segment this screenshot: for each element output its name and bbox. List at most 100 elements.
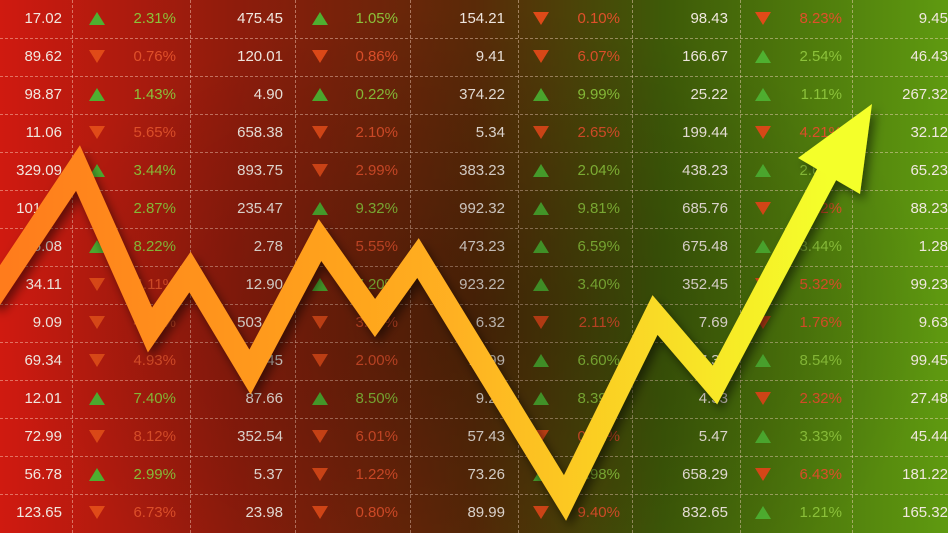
triangle-up-icon xyxy=(533,392,549,405)
grid-row-divider xyxy=(0,266,948,267)
percent-change: 8.50% xyxy=(308,380,398,418)
price-value: 374.22 xyxy=(415,76,505,114)
price-value: 2.78 xyxy=(193,228,283,266)
triangle-up-icon xyxy=(755,88,771,101)
triangle-up-icon xyxy=(312,88,328,101)
price-value: 34.11 xyxy=(0,266,62,304)
triangle-down-icon xyxy=(312,468,328,481)
triangle-up-icon xyxy=(89,164,105,177)
triangle-up-icon xyxy=(312,278,328,291)
price-value: 267.32 xyxy=(858,76,948,114)
percent-change: 6.73% xyxy=(86,494,176,532)
arrow-head-icon xyxy=(798,104,872,194)
price-value: 73.26 xyxy=(415,456,505,494)
grid-column-divider xyxy=(852,0,853,533)
price-value: 9.45 xyxy=(858,0,948,38)
price-value: 923.22 xyxy=(415,266,505,304)
grid-row-divider xyxy=(0,418,948,419)
percent-change: 0.86% xyxy=(308,38,398,76)
price-value: 658.29 xyxy=(638,456,728,494)
triangle-up-icon xyxy=(89,12,105,25)
price-value: 27.48 xyxy=(858,380,948,418)
price-value: 685.76 xyxy=(638,190,728,228)
triangle-down-icon xyxy=(533,126,549,139)
price-value: 154.21 xyxy=(415,0,505,38)
triangle-down-icon xyxy=(312,430,328,443)
triangle-up-icon xyxy=(755,506,771,519)
percent-change: 8.23% xyxy=(752,0,842,38)
percent-change: 1.11% xyxy=(752,76,842,114)
percent-change: 6.43% xyxy=(752,456,842,494)
percent-change: 3.33% xyxy=(752,418,842,456)
triangle-down-icon xyxy=(312,316,328,329)
price-value: 7.69 xyxy=(638,304,728,342)
price-value: 992.32 xyxy=(415,190,505,228)
percent-change: 7.40% xyxy=(86,380,176,418)
percent-change: 0.10% xyxy=(530,0,620,38)
percent-change: 8.54% xyxy=(752,342,842,380)
grid-column-divider xyxy=(72,0,73,533)
price-value: 65.23 xyxy=(858,152,948,190)
price-value: 9.63 xyxy=(858,304,948,342)
price-value: 5.34 xyxy=(415,114,505,152)
triangle-down-icon xyxy=(89,354,105,367)
price-value: 9.41 xyxy=(415,38,505,76)
grid-column-divider xyxy=(740,0,741,533)
triangle-up-icon xyxy=(533,240,549,253)
percent-change: 9.81% xyxy=(530,190,620,228)
triangle-down-icon xyxy=(755,126,771,139)
percent-change: 2.31% xyxy=(86,0,176,38)
percent-change: 2.10% xyxy=(308,114,398,152)
percent-change: 6.60% xyxy=(530,342,620,380)
triangle-down-icon xyxy=(755,392,771,405)
price-value: 123.65 xyxy=(0,494,62,532)
price-value: 165.32 xyxy=(858,494,948,532)
triangle-down-icon xyxy=(533,50,549,63)
percent-change: 3.44% xyxy=(752,228,842,266)
percent-change: 3.44% xyxy=(86,152,176,190)
price-value: 88.23 xyxy=(858,190,948,228)
percent-change: 0.80% xyxy=(308,494,398,532)
percent-change: 9.32% xyxy=(308,190,398,228)
price-value: 98.43 xyxy=(638,0,728,38)
price-value: 57.43 xyxy=(415,418,505,456)
price-value: 329.09 xyxy=(0,152,62,190)
price-value: 23.98 xyxy=(193,494,283,532)
percent-change: 6.01% xyxy=(308,418,398,456)
triangle-down-icon xyxy=(89,126,105,139)
triangle-down-icon xyxy=(312,50,328,63)
percent-change: 5.65% xyxy=(86,114,176,152)
price-value: 199.44 xyxy=(638,114,728,152)
percent-change: 2.11% xyxy=(530,304,620,342)
triangle-up-icon xyxy=(312,12,328,25)
triangle-up-icon xyxy=(755,430,771,443)
triangle-up-icon xyxy=(89,392,105,405)
grid-row-divider xyxy=(0,228,948,229)
triangle-down-icon xyxy=(312,164,328,177)
price-value: 99.45 xyxy=(858,342,948,380)
price-value: 25.22 xyxy=(638,76,728,114)
percent-change: 1.21% xyxy=(752,494,842,532)
triangle-down-icon xyxy=(755,202,771,215)
triangle-down-icon xyxy=(89,316,105,329)
percent-change: 8.12% xyxy=(86,418,176,456)
percent-change: 2.65% xyxy=(530,114,620,152)
price-value: 99.23 xyxy=(858,266,948,304)
triangle-down-icon xyxy=(89,278,105,291)
triangle-down-icon xyxy=(312,506,328,519)
price-value: 56.78 xyxy=(0,456,62,494)
price-value: 893.75 xyxy=(193,152,283,190)
price-value: 87.66 xyxy=(193,380,283,418)
triangle-down-icon xyxy=(89,430,105,443)
triangle-up-icon xyxy=(312,202,328,215)
percent-change: 2.99% xyxy=(308,152,398,190)
grid-row-divider xyxy=(0,76,948,77)
grid-row-divider xyxy=(0,380,948,381)
price-value: 475.45 xyxy=(193,0,283,38)
percent-change: 0.76% xyxy=(86,38,176,76)
price-value: 832.65 xyxy=(638,494,728,532)
percent-change: 6.59% xyxy=(530,228,620,266)
triangle-up-icon xyxy=(533,278,549,291)
triangle-down-icon xyxy=(312,354,328,367)
